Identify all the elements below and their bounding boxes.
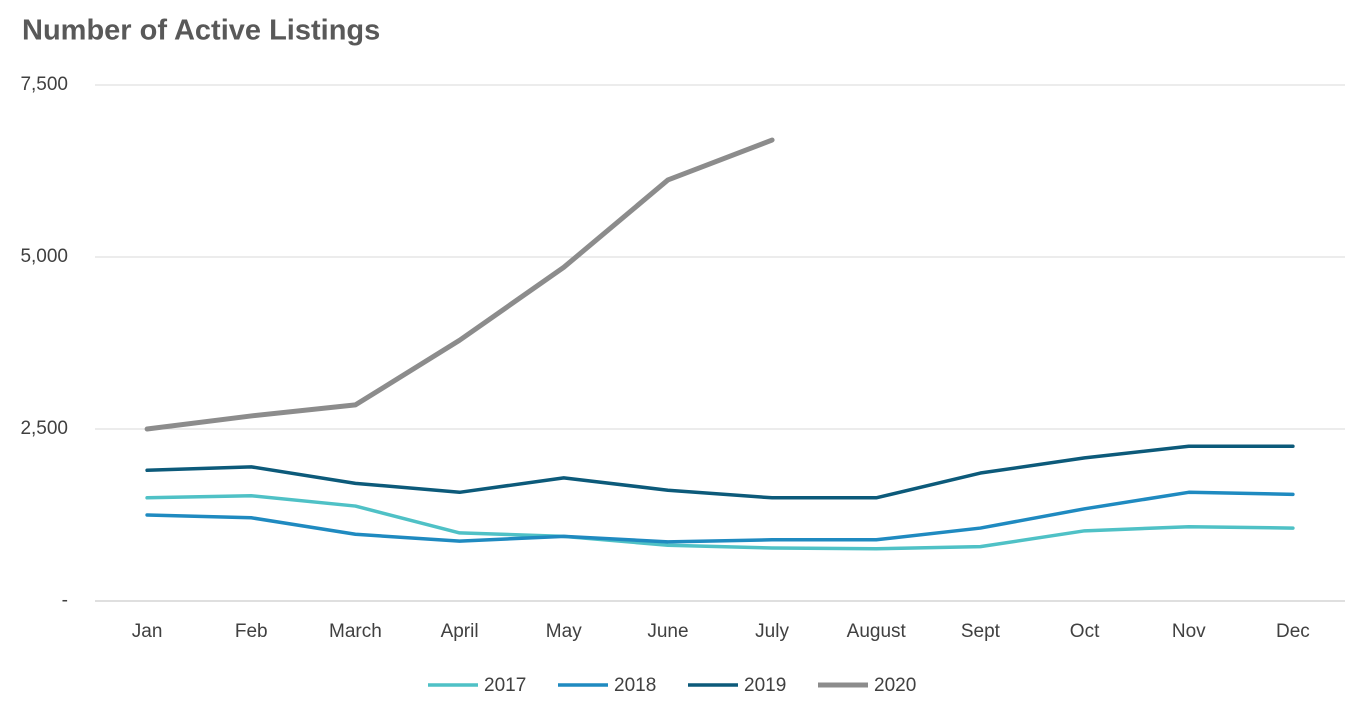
x-tick-label: Dec: [1276, 621, 1310, 642]
x-tick-label: Oct: [1070, 621, 1100, 642]
chart-title: Number of Active Listings: [22, 15, 380, 47]
y-tick-label: 7,500: [20, 74, 68, 95]
y-tick-label: -: [62, 590, 68, 611]
series-line: [144, 137, 775, 432]
series-line: [145, 493, 1295, 551]
x-tick-label: March: [329, 621, 382, 642]
series-line: [145, 490, 1295, 544]
x-tick-label: May: [546, 621, 582, 642]
x-tick-label: June: [647, 621, 688, 642]
y-tick-label: 5,000: [20, 246, 68, 267]
y-tick-label: 2,500: [20, 418, 68, 439]
x-tick-label: Nov: [1172, 621, 1206, 642]
legend-label: 2020: [874, 675, 916, 696]
x-tick-label: July: [755, 621, 789, 642]
legend-label: 2018: [614, 675, 656, 696]
legend-label: 2019: [744, 675, 786, 696]
series-line: [145, 444, 1295, 500]
legend-label: 2017: [484, 675, 526, 696]
x-tick-label: Sept: [961, 621, 1001, 642]
x-tick-label: August: [847, 621, 907, 642]
x-tick-label: Feb: [235, 621, 268, 642]
x-tick-label: Jan: [132, 621, 163, 642]
x-tick-label: April: [441, 621, 479, 642]
